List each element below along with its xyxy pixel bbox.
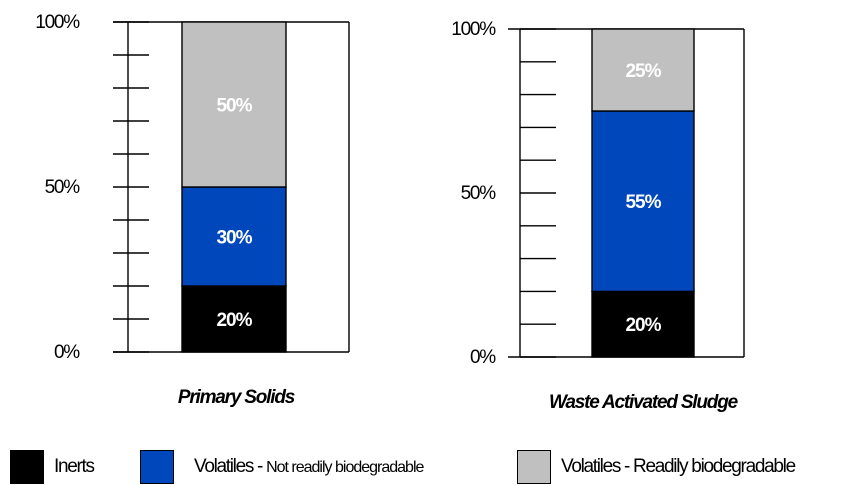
chart-2-segment-not-readily <box>591 110 695 293</box>
chart-2-segment-not-readily-label: 55% <box>625 192 661 213</box>
chart-1-segment-readily <box>181 21 287 188</box>
chart-1-tick-label-0: 0% <box>54 342 80 363</box>
chart-1-segment-readily-label: 50% <box>216 96 252 117</box>
chart-2-tick-label-100: 100% <box>451 19 496 40</box>
chart-2-segment-readily-label: 25% <box>625 61 661 82</box>
legend-item-readily: Volatiles - Readily biodegradable <box>517 449 796 485</box>
chart-2-segment-inerts <box>591 290 695 358</box>
chart-2-title: Waste Activated Sludge <box>549 392 739 413</box>
chart-2-tick-label-0: 0% <box>470 347 496 368</box>
legend-label-inerts: Inerts <box>54 456 95 477</box>
chart-1-segment-not-readily-label: 30% <box>216 228 252 249</box>
chart-1-title: Primary Solids <box>178 387 295 408</box>
legend-item-not-readily: Volatiles - Not readily biodegradable <box>140 449 424 485</box>
chart-2-tick-label-50: 50% <box>461 183 497 204</box>
chart-2-segment-inerts-label: 20% <box>625 315 661 336</box>
legend-label-not-readily: Volatiles - Not readily biodegradable <box>194 456 424 477</box>
legend-swatch-not-readily <box>140 450 174 484</box>
chart-1-segment-inerts <box>181 285 287 353</box>
legend-swatch-readily <box>517 450 551 484</box>
legend-swatch-inerts <box>10 450 44 484</box>
chart-1-tick-label-100: 100% <box>35 12 80 33</box>
chart-2-segment-readily <box>591 28 695 112</box>
chart-1-tick-label-50: 50% <box>45 177 81 198</box>
chart-1-segment-inerts-label: 20% <box>216 310 252 331</box>
legend-item-inerts: Inerts <box>10 449 95 485</box>
charts-canvas: 20% 30% 50% 0% 50% 100% Primary Solids 20% 55% 25… <box>35 12 745 413</box>
legend-label-readily: Volatiles - Readily biodegradable <box>561 456 796 477</box>
